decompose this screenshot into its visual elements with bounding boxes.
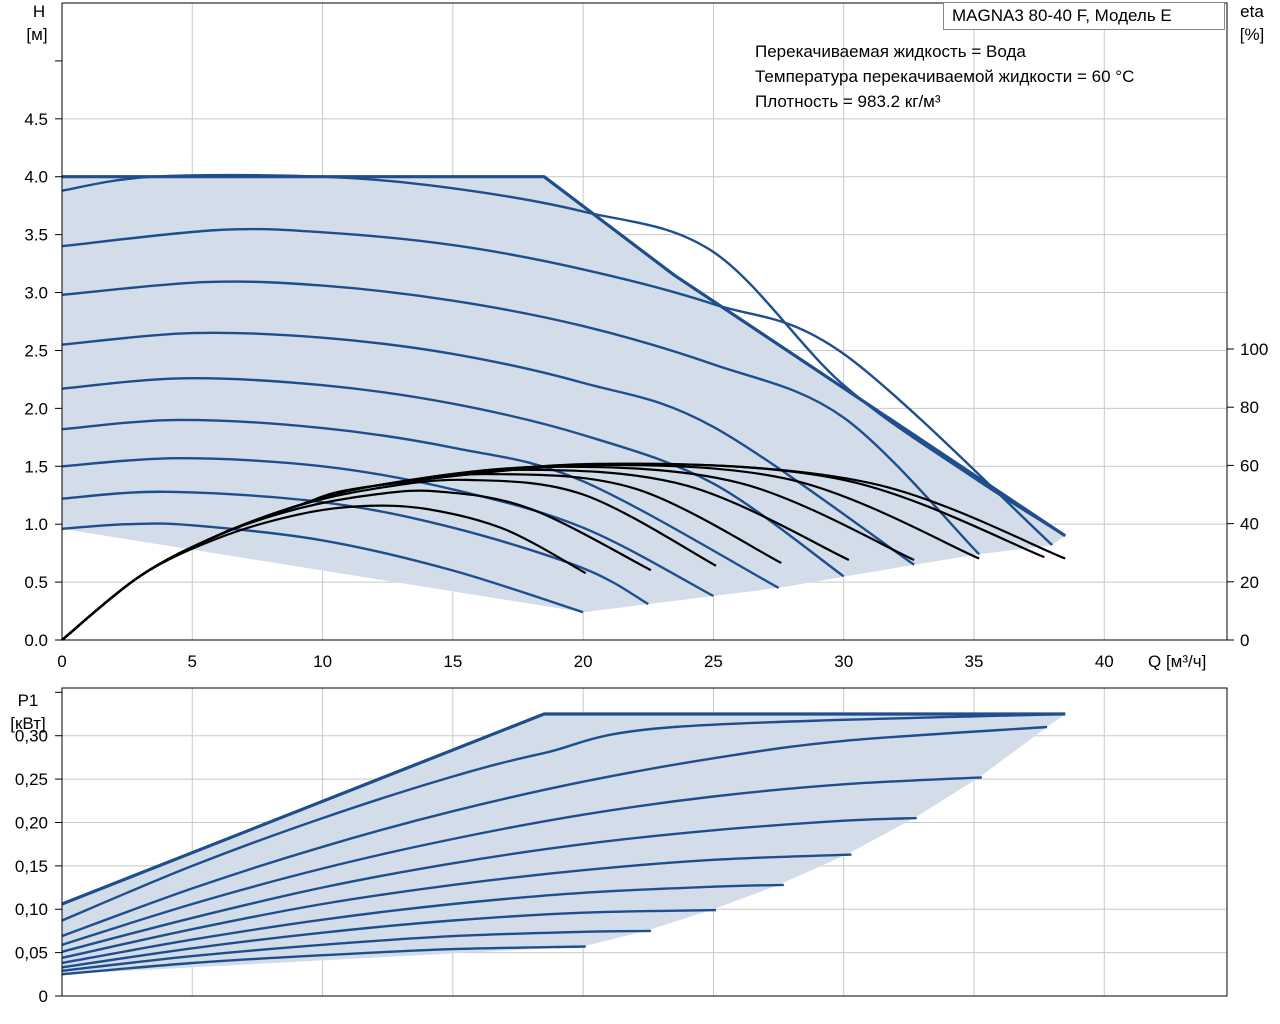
y-tick-label: 3.5 (24, 226, 48, 245)
y-tick-label: 0.0 (24, 631, 48, 650)
x-axis-label: Q [м³/ч] (1148, 652, 1206, 671)
x-tick-label: 35 (965, 652, 984, 671)
head-curve (61, 280, 981, 556)
head-curve (61, 377, 845, 578)
plot-frame (61, 2, 1228, 641)
power-curve (61, 945, 586, 976)
y-axis-label: H (33, 2, 45, 21)
x-tick-label: 5 (188, 652, 197, 671)
head-envelope-line (62, 175, 1067, 538)
efficiency-curve (61, 462, 1066, 641)
y-tick-label: 2.0 (24, 399, 48, 418)
y-tick-label: 2.5 (24, 341, 48, 360)
power-curve (61, 725, 1048, 938)
y-axis-unit: [м] (26, 25, 47, 44)
power-curve (61, 853, 852, 959)
head-curve (61, 490, 649, 606)
x-tick-label: 25 (704, 652, 723, 671)
y-tick-label: 0 (39, 987, 48, 1006)
power-chart: 0 0,05 0,10 0,15 0,20 0,25 0,30 P1 [кВт] (10, 687, 1228, 1006)
power-envelope-line (61, 712, 1066, 906)
y-axis-label: P1 (18, 691, 39, 710)
head-curve (61, 456, 714, 598)
y-tick-label: 0,25 (15, 770, 48, 789)
y-tick-label: 0.5 (24, 573, 48, 592)
chart-title: MAGNA3 80-40 F, Модель E (943, 2, 1225, 30)
y2-tick-label: 60 (1240, 456, 1259, 475)
y2-tick-label: 40 (1240, 515, 1259, 534)
y-tick-label: 1.0 (24, 515, 48, 534)
y-tick-label: 1.5 (24, 457, 48, 476)
y2-axis-unit: [%] (1240, 25, 1265, 44)
head-curve (61, 418, 780, 589)
power-range-fill (62, 714, 1066, 975)
y-tick-label: 0,10 (15, 900, 48, 919)
y2-tick-label: 100 (1240, 340, 1268, 359)
power-curve (61, 883, 784, 965)
x-tick-label: 0 (57, 652, 66, 671)
x-tick-label: 20 (574, 652, 593, 671)
annotation-liquid: Перекачиваемая жидкость = Вода (755, 42, 1026, 61)
y2-tick-label: 0 (1240, 631, 1249, 650)
y-tick-label: 0,20 (15, 813, 48, 832)
power-curve (61, 816, 917, 953)
annotation-temperature: Температура перекачиваемой жидкости = 60… (755, 67, 1135, 86)
y2-tick-label: 80 (1240, 398, 1259, 417)
head-curve (61, 331, 915, 566)
y2-axis-label: eta (1240, 2, 1264, 21)
y-axis-unit: [кВт] (10, 714, 45, 733)
y2-tick-label: 20 (1240, 573, 1259, 592)
power-curve (61, 929, 651, 972)
power-curve (61, 776, 982, 946)
y-tick-label: 0,05 (15, 944, 48, 963)
y-tick-label: 4.0 (24, 168, 48, 187)
head-curve (61, 227, 1054, 546)
power-curve (61, 712, 1066, 922)
head-chart: 0 5 10 15 20 25 30 35 40 0.0 0.5 1.0 1.5 2.0 2.5 3.0 3.5… (24, 2, 1268, 671)
power-curve (61, 908, 717, 969)
y-tick-label: 4.5 (24, 110, 48, 129)
plot-frame (61, 687, 1228, 997)
annotation-density: Плотность = 983.2 кг/м³ (755, 92, 941, 111)
y-tick-label: 0,30 (15, 727, 48, 746)
x-tick-label: 15 (443, 652, 462, 671)
y-tick-label: 0,15 (15, 857, 48, 876)
x-tick-label: 40 (1095, 652, 1114, 671)
y-tick-label: 3.0 (24, 284, 48, 303)
x-tick-label: 30 (834, 652, 853, 671)
operating-range-fill (62, 176, 1066, 613)
x-tick-label: 10 (313, 652, 332, 671)
head-curve (61, 522, 584, 614)
